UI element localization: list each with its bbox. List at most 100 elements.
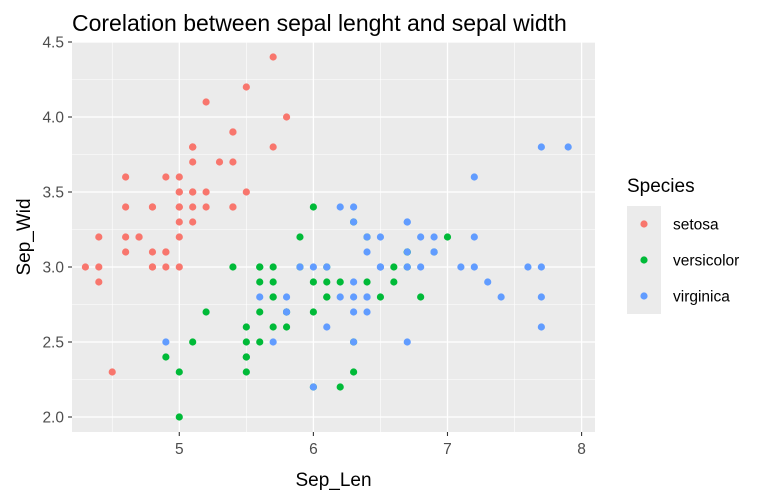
data-points [81,53,572,421]
point-versicolor [309,278,317,286]
point-virginica [162,338,170,346]
point-virginica [323,323,331,331]
point-setosa [242,83,250,91]
x-tick-label: 6 [309,441,318,458]
point-virginica [417,263,425,271]
point-versicolor [175,413,183,421]
point-versicolor [336,383,344,391]
point-setosa [148,263,157,271]
point-setosa [175,203,183,211]
point-setosa [122,173,130,181]
point-setosa [175,188,183,196]
point-setosa [162,263,170,271]
point-setosa [229,128,237,136]
point-virginica [282,293,291,301]
point-setosa [122,248,130,256]
point-versicolor [269,323,277,331]
point-versicolor [309,203,317,211]
point-setosa [175,218,183,226]
point-virginica [537,323,545,331]
point-versicolor [189,338,197,346]
y-tick-labels: 2.0 2.5 3.0 3.5 4.0 4.5 [42,35,64,427]
point-virginica [256,293,264,301]
point-setosa [81,263,90,271]
y-tick-label: 3.0 [42,260,64,277]
point-virginica [282,308,291,316]
legend-swatch-virginica [640,292,648,300]
point-versicolor [417,293,425,301]
chart-title: Corelation between sepal lenght and sepa… [72,10,567,36]
point-versicolor [296,233,304,241]
legend-label-versicolor: versicolor [673,253,739,270]
point-versicolor [242,323,250,331]
point-virginica [376,263,385,271]
point-setosa [229,203,237,211]
point-versicolor [242,353,250,361]
point-setosa [148,203,157,211]
y-tick-label: 4.0 [42,110,64,127]
minor-gridlines [72,42,595,432]
x-tick-label: 5 [175,441,184,458]
legend-swatch-versicolor [640,256,648,264]
point-versicolor [282,323,291,331]
point-virginica [269,338,277,346]
point-setosa [242,188,250,196]
point-virginica [363,293,371,301]
point-virginica [457,263,465,271]
point-virginica [484,278,492,286]
point-virginica [309,383,317,391]
point-setosa [148,248,157,256]
point-setosa [189,188,197,196]
point-setosa [189,218,197,226]
point-virginica [403,338,411,346]
point-setosa [95,233,103,241]
point-setosa [282,113,291,121]
point-virginica [537,263,545,271]
point-setosa [202,188,210,196]
point-setosa [175,233,183,241]
x-axis-title: Sep_Len [295,470,371,491]
point-versicolor [309,308,317,316]
point-setosa [202,203,210,211]
point-setosa [122,233,130,241]
point-versicolor [229,263,237,271]
point-virginica [309,263,317,271]
point-virginica [537,143,545,151]
legend-swatch-setosa [640,220,648,228]
point-versicolor [376,293,385,301]
point-versicolor [242,338,250,346]
x-tick-label: 8 [577,441,586,458]
y-axis-title: Sep_Wid [14,198,35,275]
point-virginica [336,203,344,211]
point-virginica [363,233,371,241]
point-versicolor [390,278,398,286]
point-virginica [470,173,478,181]
point-virginica [470,263,478,271]
point-setosa [175,173,183,181]
point-setosa [162,173,170,181]
point-versicolor [443,233,452,241]
point-setosa [189,143,197,151]
point-virginica [403,218,411,226]
point-virginica [350,203,358,211]
point-virginica [417,233,425,241]
point-versicolor [269,278,277,286]
point-versicolor [256,263,264,271]
point-versicolor [323,293,331,301]
point-virginica [350,278,358,286]
point-virginica [524,263,532,271]
point-versicolor [242,368,250,376]
point-versicolor [256,338,264,346]
point-versicolor [350,368,358,376]
major-gridlines [72,41,595,432]
point-virginica [350,293,358,301]
point-virginica [363,248,371,256]
point-setosa [95,263,103,271]
point-setosa [269,143,277,151]
point-virginica [296,263,304,271]
plot-panel [72,42,595,432]
point-virginica [564,143,572,151]
point-virginica [497,293,505,301]
point-virginica [430,233,438,241]
